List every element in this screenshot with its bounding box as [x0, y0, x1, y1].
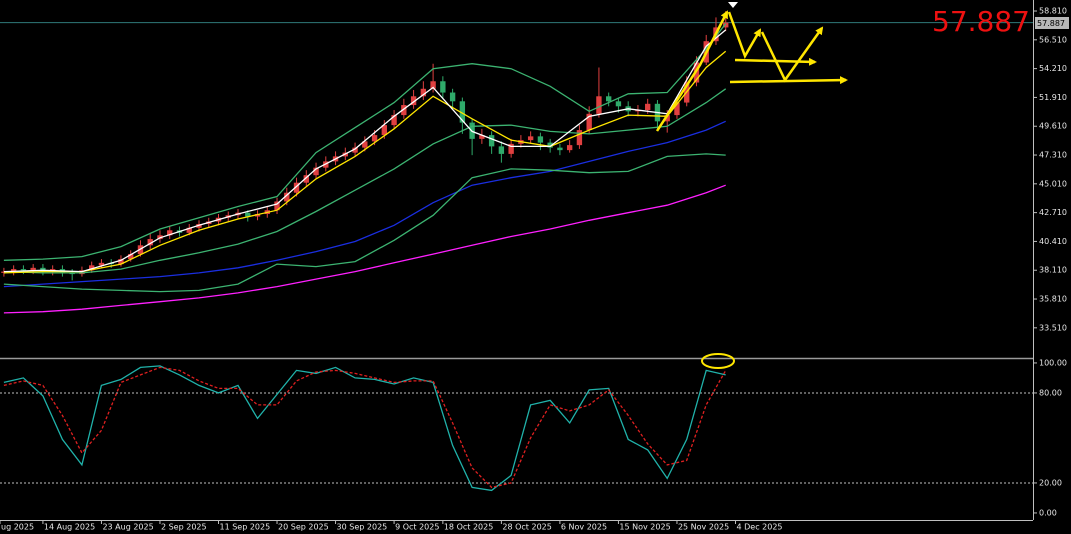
x-tick-label: 2 Sep 2025 — [161, 523, 207, 532]
price-box — [1035, 17, 1069, 29]
x-tick-label: 20 Sep 2025 — [278, 523, 329, 532]
horizontal-arrow — [734, 57, 817, 66]
x-tick-label: 4 Dec 2025 — [736, 523, 782, 532]
candle-body — [391, 115, 397, 126]
y-tick-label: 20.00 — [1039, 478, 1062, 487]
indicator-line — [3, 23, 727, 261]
x-tick-label: 30 Sep 2025 — [337, 523, 388, 532]
indicator-line — [3, 184, 726, 314]
y-tick-label: 100.00 — [1039, 358, 1067, 367]
candle-body — [488, 135, 495, 147]
y-tick-label: 45.010 — [1039, 179, 1067, 188]
y-tick-label: 0.00 — [1039, 508, 1057, 517]
x-tick-label: 11 Sep 2025 — [220, 523, 271, 532]
y-tick-label: 40.410 — [1039, 237, 1067, 246]
candle-body — [664, 115, 670, 122]
candle-body — [30, 267, 36, 271]
indicator-line — [3, 88, 727, 274]
candle-body — [566, 145, 573, 151]
big-price-label: 57.887 — [932, 5, 1030, 38]
candle-body — [459, 101, 466, 123]
candle-body — [98, 262, 105, 266]
candle-body — [313, 167, 319, 176]
indicator-line — [3, 120, 726, 288]
candle-body — [352, 147, 358, 153]
candle-body — [362, 141, 368, 148]
candle-body — [245, 212, 251, 217]
candle-body — [576, 130, 583, 146]
trend-arrow — [655, 10, 729, 132]
y-tick-label: 49.610 — [1039, 122, 1067, 131]
candle-body — [547, 142, 553, 148]
price-box-label: 57.887 — [1037, 19, 1065, 28]
candle-body — [508, 143, 514, 154]
candle-body — [371, 135, 378, 142]
candle-body — [20, 269, 27, 271]
x-tick-label: 18 Oct 2025 — [444, 523, 493, 532]
oscillator-line — [3, 366, 727, 489]
candle-body — [479, 135, 485, 139]
x-tick-label: 9 Oct 2025 — [395, 523, 439, 532]
y-tick-label: 42.710 — [1039, 208, 1067, 217]
candle-body — [410, 96, 417, 106]
candle-body — [303, 175, 309, 183]
x-tick-label: 23 Aug 2025 — [102, 523, 153, 532]
candle-body — [498, 146, 505, 154]
candle-body — [420, 88, 427, 97]
y-tick-label: 56.510 — [1039, 35, 1067, 44]
x-tick-label: 28 Oct 2025 — [502, 523, 551, 532]
indicator-line — [3, 29, 727, 273]
candle-body — [284, 192, 290, 202]
highlight-ellipse — [701, 353, 735, 369]
x-tick-label: 14 Aug 2025 — [44, 523, 95, 532]
y-tick-label: 35.810 — [1039, 295, 1067, 304]
candle-body — [586, 113, 592, 131]
y-tick-label: 47.310 — [1039, 151, 1067, 160]
candle-body — [723, 22, 729, 28]
y-tick-label: 38.110 — [1039, 266, 1067, 275]
horizontal-arrow — [729, 76, 848, 85]
x-tick-label: 6 Nov 2025 — [561, 523, 607, 532]
x-tick-label: 25 Nov 2025 — [678, 523, 729, 532]
candle-body — [118, 259, 124, 265]
drawn-annotations — [655, 10, 848, 369]
y-tick-label: 80.00 — [1039, 388, 1062, 397]
y-tick-label: 54.210 — [1039, 64, 1067, 73]
candle-body — [293, 182, 300, 193]
candle-body — [537, 136, 544, 143]
candle-body — [89, 265, 95, 271]
zigzag-arrow — [727, 11, 762, 59]
candle-body — [10, 269, 17, 272]
candle-body — [381, 125, 388, 136]
y-tick-label: 33.510 — [1039, 323, 1067, 332]
indicator-line — [3, 153, 726, 293]
candle-body — [147, 239, 153, 246]
candle-body — [186, 227, 192, 233]
candle-body — [605, 96, 612, 102]
candle-body — [596, 96, 602, 114]
candle-body — [615, 101, 622, 107]
candle-body — [527, 136, 534, 141]
candle-body — [128, 254, 134, 260]
x-tick-label: ug 2025 — [1, 523, 34, 532]
candle-body — [167, 230, 173, 236]
candle-body — [440, 81, 446, 93]
oscillator-line — [3, 365, 726, 492]
candle-body — [645, 103, 651, 111]
x-tick-label: 15 Nov 2025 — [619, 523, 670, 532]
y-tick-label: 51.910 — [1039, 93, 1067, 102]
candle-body — [274, 201, 280, 211]
plot-area — [0, 11, 1033, 492]
candle-body — [674, 102, 680, 116]
candle-body — [557, 147, 563, 151]
candle-body — [430, 81, 436, 89]
candle-body — [449, 92, 456, 102]
y-tick-label: 58.810 — [1039, 7, 1067, 16]
marker-triangle — [728, 2, 738, 8]
candle-body — [401, 105, 407, 116]
indicator-line — [3, 50, 727, 274]
